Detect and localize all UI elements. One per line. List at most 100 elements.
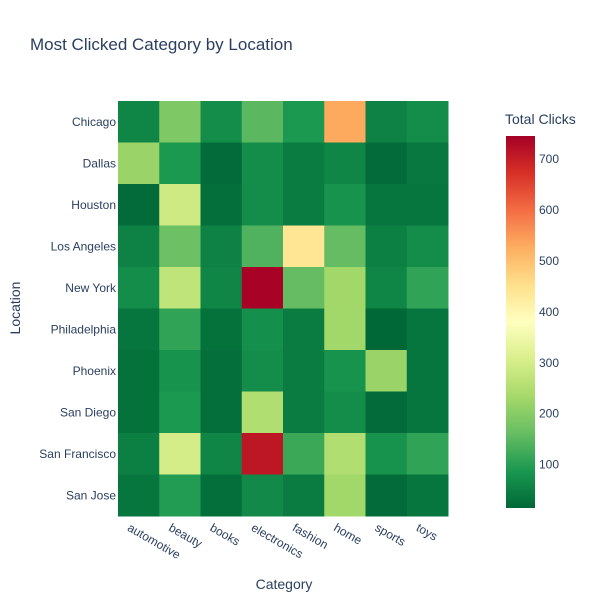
heatmap-cell-dallas-books xyxy=(200,142,243,185)
heatmap-cell-phoenix-books xyxy=(200,350,243,392)
heatmap-cell-san-diego-home xyxy=(324,391,366,434)
heatmap-cell-new-york-books xyxy=(200,267,243,309)
heatmap-cell-san-diego-fashion xyxy=(283,391,325,434)
heatmap-cell-san-jose-automotive xyxy=(118,474,160,517)
y-tick-label: Dallas xyxy=(83,156,116,170)
heatmap-cell-houston-automotive xyxy=(118,184,160,226)
heatmap-cell-san-diego-toys xyxy=(406,391,449,434)
heatmap-cell-san-jose-fashion xyxy=(283,474,325,517)
y-tick-label: Phoenix xyxy=(73,364,116,378)
colorbar xyxy=(506,136,535,508)
heatmap-cell-philadelphia-beauty xyxy=(159,308,201,351)
heatmap-cell-philadelphia-fashion xyxy=(283,308,325,351)
colorbar-tick-label: 400 xyxy=(539,305,559,319)
heatmap-cell-dallas-electronics xyxy=(241,142,284,185)
heatmap-cell-phoenix-sports xyxy=(365,350,408,392)
heatmap-cell-philadelphia-home xyxy=(324,308,366,351)
y-tick-label: Los Angeles xyxy=(51,239,116,253)
heatmap-cell-new-york-automotive xyxy=(118,267,160,309)
x-tick-label: books xyxy=(208,520,243,548)
heatmap-cell-phoenix-home xyxy=(324,350,366,392)
heatmap-cell-san-jose-toys xyxy=(406,474,449,517)
heatmap-cell-philadelphia-sports xyxy=(365,308,408,351)
heatmap-cell-san-francisco-beauty xyxy=(159,433,201,475)
y-tick-label: San Francisco xyxy=(39,447,116,461)
heatmap-cell-new-york-home xyxy=(324,267,366,309)
heatmap-cell-phoenix-beauty xyxy=(159,350,201,392)
heatmap-cell-phoenix-toys xyxy=(406,350,449,392)
heatmap-cell-los-angeles-sports xyxy=(365,225,408,268)
colorbar-tick-label: 100 xyxy=(539,458,559,472)
heatmap-cell-houston-toys xyxy=(406,184,449,226)
heatmap-cell-los-angeles-fashion xyxy=(283,225,325,268)
heatmap-cell-new-york-sports xyxy=(365,267,408,309)
x-tick-label: home xyxy=(331,520,364,547)
heatmap-cell-san-diego-beauty xyxy=(159,391,201,434)
chart-title: Most Clicked Category by Location xyxy=(30,35,293,54)
heatmap-cell-chicago-beauty xyxy=(159,101,201,143)
heatmap-cell-san-diego-electronics xyxy=(241,391,284,434)
heatmap-cell-san-francisco-books xyxy=(200,433,243,475)
y-tick-label: New York xyxy=(65,281,117,295)
heatmap-cell-houston-sports xyxy=(365,184,408,226)
heatmap-cell-san-jose-electronics xyxy=(241,474,284,517)
heatmap-cell-houston-home xyxy=(324,184,366,226)
heatmap-cell-san-francisco-fashion xyxy=(283,433,325,475)
heatmap-cell-san-jose-books xyxy=(200,474,243,517)
heatmap-cell-dallas-automotive xyxy=(118,142,160,185)
heatmap-cell-chicago-sports xyxy=(365,101,408,143)
heatmap-cell-phoenix-fashion xyxy=(283,350,325,392)
heatmap-cell-philadelphia-automotive xyxy=(118,308,160,351)
heatmap-cell-dallas-fashion xyxy=(283,142,325,185)
colorbar-tick-label: 600 xyxy=(539,203,559,217)
heatmap-cell-chicago-home xyxy=(324,101,366,143)
heatmap-cell-los-angeles-beauty xyxy=(159,225,201,268)
y-axis-title: Location xyxy=(7,282,23,335)
y-tick-labels: Chicago Dallas Houston Los Angeles New York P… xyxy=(39,115,117,503)
y-tick-label: Houston xyxy=(71,198,116,212)
x-tick-label: sports xyxy=(373,520,408,548)
colorbar-tick-label: 500 xyxy=(539,254,559,268)
heatmap-cell-houston-fashion xyxy=(283,184,325,226)
heatmap-cell-los-angeles-electronics xyxy=(241,225,284,268)
x-tick-label: toys xyxy=(414,520,440,543)
heatmap-cells xyxy=(118,101,449,517)
heatmap-cell-dallas-toys xyxy=(406,142,449,185)
heatmap-cell-houston-books xyxy=(200,184,243,226)
heatmap-cell-chicago-fashion xyxy=(283,101,325,143)
heatmap-cell-philadelphia-toys xyxy=(406,308,449,351)
heatmap-cell-new-york-beauty xyxy=(159,267,201,309)
heatmap-cell-san-diego-automotive xyxy=(118,391,160,434)
heatmap-cell-los-angeles-books xyxy=(200,225,243,268)
colorbar-tick-label: 200 xyxy=(539,407,559,421)
heatmap-cell-san-francisco-home xyxy=(324,433,366,475)
heatmap-cell-chicago-automotive xyxy=(118,101,160,143)
heatmap-cell-houston-beauty xyxy=(159,184,201,226)
colorbar-tick-label: 300 xyxy=(539,356,559,370)
heatmap-cell-san-jose-beauty xyxy=(159,474,201,517)
heatmap-cell-san-francisco-electronics xyxy=(241,433,284,475)
heatmap-cell-san-jose-sports xyxy=(365,474,408,517)
heatmap-cell-new-york-fashion xyxy=(283,267,325,309)
heatmap-cell-san-jose-home xyxy=(324,474,366,517)
heatmap-cell-los-angeles-toys xyxy=(406,225,449,268)
heatmap-cell-houston-electronics xyxy=(241,184,284,226)
heatmap-cell-new-york-toys xyxy=(406,267,449,309)
y-tick-label: San Jose xyxy=(66,488,116,502)
heatmap-cell-phoenix-automotive xyxy=(118,350,160,392)
colorbar-title: Total Clicks xyxy=(505,111,576,127)
y-tick-label: Philadelphia xyxy=(51,322,117,336)
x-axis-title: Category xyxy=(256,576,313,592)
heatmap-cell-phoenix-electronics xyxy=(241,350,284,392)
heatmap-cell-san-francisco-toys xyxy=(406,433,449,475)
colorbar-tick-label: 700 xyxy=(539,152,559,166)
heatmap-cell-los-angeles-home xyxy=(324,225,366,268)
heatmap-cell-san-francisco-sports xyxy=(365,433,408,475)
heatmap-cell-philadelphia-books xyxy=(200,308,243,351)
y-tick-label: San Diego xyxy=(60,405,116,419)
colorbar-ticks: 100 200 300 400 500 600 700 xyxy=(539,152,559,472)
heatmap-cell-dallas-home xyxy=(324,142,366,185)
heatmap-cell-chicago-electronics xyxy=(241,101,284,143)
heatmap-cell-san-diego-sports xyxy=(365,391,408,434)
